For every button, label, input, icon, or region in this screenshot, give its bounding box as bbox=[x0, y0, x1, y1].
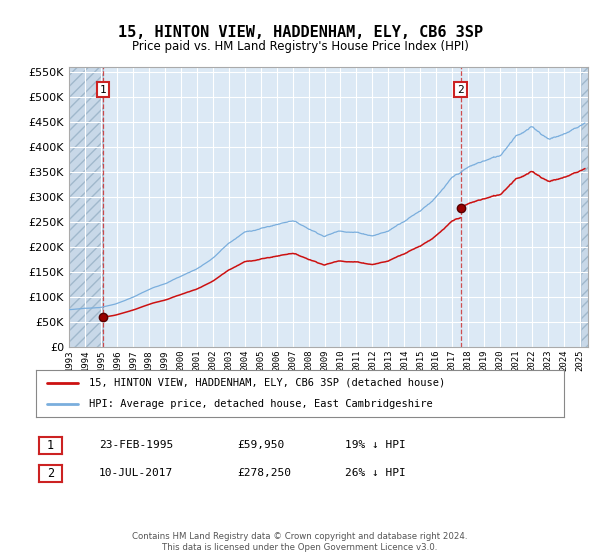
Text: Price paid vs. HM Land Registry's House Price Index (HPI): Price paid vs. HM Land Registry's House … bbox=[131, 40, 469, 53]
Text: 2: 2 bbox=[47, 466, 54, 480]
Text: 15, HINTON VIEW, HADDENHAM, ELY, CB6 3SP: 15, HINTON VIEW, HADDENHAM, ELY, CB6 3SP bbox=[118, 25, 482, 40]
Text: Contains HM Land Registry data © Crown copyright and database right 2024.
This d: Contains HM Land Registry data © Crown c… bbox=[132, 532, 468, 552]
Text: 15, HINTON VIEW, HADDENHAM, ELY, CB6 3SP (detached house): 15, HINTON VIEW, HADDENHAM, ELY, CB6 3SP… bbox=[89, 378, 445, 388]
Text: 19% ↓ HPI: 19% ↓ HPI bbox=[345, 440, 406, 450]
Text: 1: 1 bbox=[47, 438, 54, 452]
Text: 10-JUL-2017: 10-JUL-2017 bbox=[99, 468, 173, 478]
Text: £278,250: £278,250 bbox=[237, 468, 291, 478]
Text: HPI: Average price, detached house, East Cambridgeshire: HPI: Average price, detached house, East… bbox=[89, 399, 433, 409]
Text: £59,950: £59,950 bbox=[237, 440, 284, 450]
Bar bbox=[69, 67, 103, 347]
Text: 23-FEB-1995: 23-FEB-1995 bbox=[99, 440, 173, 450]
Text: 2: 2 bbox=[457, 85, 464, 95]
Text: 1: 1 bbox=[100, 85, 107, 95]
Bar bbox=[581, 67, 588, 347]
Text: 26% ↓ HPI: 26% ↓ HPI bbox=[345, 468, 406, 478]
